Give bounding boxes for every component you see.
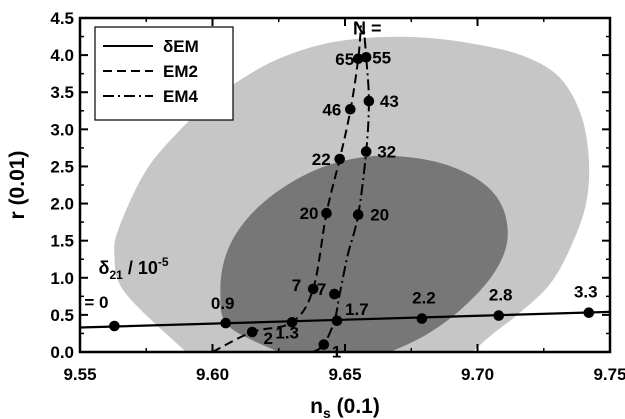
y-tick-label: 0.5 [50,306,74,325]
x-tick-label: 9.75 [593,365,625,384]
marker-point [493,310,505,321]
n-annotation: N = [353,18,382,38]
marker-point [334,153,346,165]
legend-label: EM4 [163,87,199,106]
point-label: 2.2 [412,289,436,308]
point-label: 46 [322,100,341,119]
series-line-solid [80,310,610,329]
contour-inner [220,155,508,352]
point-label: 7 [292,276,301,295]
x-tick-label: 9.70 [461,365,494,384]
legend-label: δEM [163,37,199,56]
x-axis-title: ns (0.1) [310,395,380,419]
x-tick-label: 9.55 [63,365,96,384]
marker-point [583,307,595,319]
point-label: 7 [317,280,326,299]
point-label: 32 [377,143,396,162]
marker-point [360,146,372,157]
marker-point [307,283,319,295]
x-tick-label: 9.60 [196,365,229,384]
tick-labels: 9.55 9.60 9.65 9.70 9.75 0.0 0.5 1.0 1.5 2.0 2.5 3.… [50,9,625,384]
point-label: 3.3 [574,283,598,302]
marker-point [220,317,231,329]
delta21-annotation: δ21 / 10-5 [99,255,169,282]
point-label: 1.7 [345,300,369,319]
marker-point [321,207,332,219]
axis-ticks [79,17,611,353]
y-tick-label: 2.0 [50,195,74,214]
y-tick-label: 2.5 [50,157,74,176]
point-label: 43 [380,92,399,111]
y-tick-label: 0.0 [50,343,74,362]
marker-point [331,315,343,327]
marker-point [352,209,364,220]
point-label: 2 [263,329,272,348]
marker-point [109,320,120,332]
point-label: 20 [370,206,389,225]
y-tick-label: 3.5 [50,83,74,102]
point-label: = 0 [84,293,108,312]
legend-box [94,26,234,121]
point-label: 1.3 [275,323,299,342]
marker-point [363,95,375,107]
point-label: 2.8 [489,286,513,305]
marker-point [416,313,428,324]
legend: δEM EM2 EM4 [94,26,234,121]
point-label: 55 [372,48,391,67]
point-label: 0.9 [211,294,235,313]
y-tick-label: 1.0 [50,269,74,288]
marker-point [345,104,356,115]
y-tick-label: 1.5 [50,232,74,251]
y-tick-label: 3.0 [50,120,74,139]
marker-point [329,288,340,300]
point-label: 22 [312,150,331,169]
marker-point [352,53,364,65]
y-tick-label: 4.0 [50,46,74,65]
data-markers [109,52,595,350]
marker-point [318,339,330,350]
marker-point [286,317,298,328]
marker-point [246,326,258,338]
annotations: δ21 / 10-5 N = [99,18,382,282]
marker-point [360,52,372,63]
y-axis-title: r (0.01) [6,151,29,220]
series-line-dashdot [312,25,370,352]
y-tick-label: 4.5 [50,9,74,28]
point-label: 65 [335,50,354,69]
x-tick-label: 9.65 [328,365,361,384]
legend-label: EM2 [163,62,198,81]
point-label: 20 [300,204,319,223]
